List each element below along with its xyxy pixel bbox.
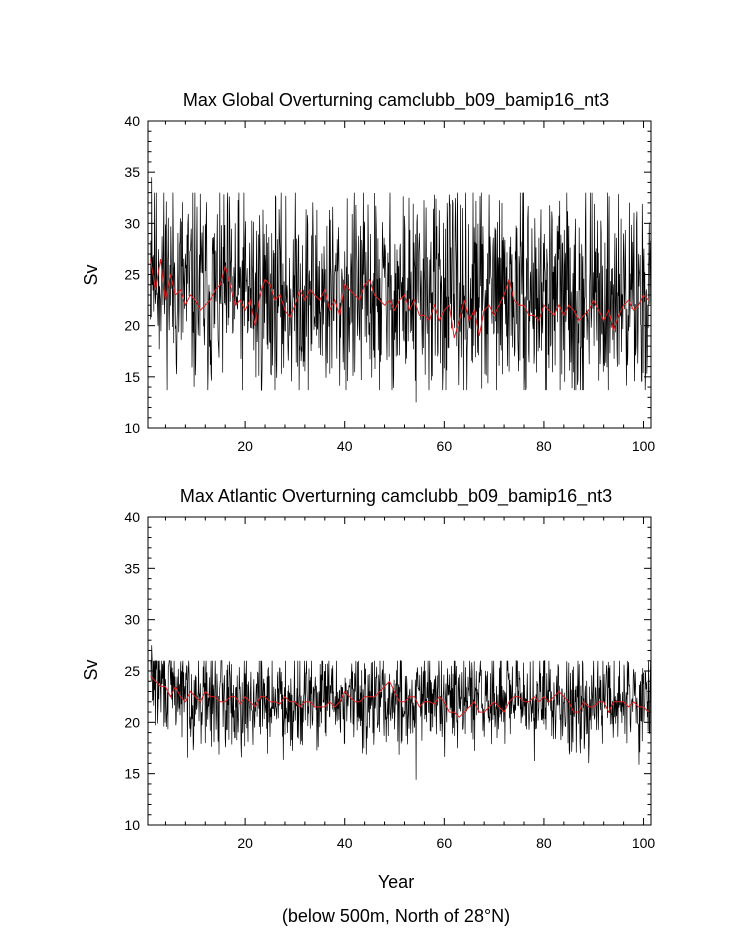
global-panel: Max Global Overturning camclubb_b09_bami… xyxy=(81,90,655,454)
y-tick-label: 35 xyxy=(124,560,140,576)
y-tick-label: 35 xyxy=(124,164,140,180)
atlantic-x-axis-label: Year xyxy=(378,872,414,892)
global-data-lines xyxy=(150,177,652,403)
y-tick-label: 15 xyxy=(124,766,140,782)
global-chart-title: Max Global Overturning camclubb_b09_bami… xyxy=(183,90,609,111)
monthly-series-line xyxy=(150,645,652,780)
x-tick-label: 100 xyxy=(632,438,656,454)
global-y-axis-label: Sv xyxy=(81,264,101,285)
annual-mean-series-line xyxy=(150,675,649,718)
atlantic-y-axis-label: Sv xyxy=(81,659,101,680)
atlantic-panel: Max Atlantic Overturning camclubb_b09_ba… xyxy=(81,486,655,892)
x-tick-label: 80 xyxy=(536,438,552,454)
y-tick-label: 10 xyxy=(124,817,140,833)
x-tick-label: 40 xyxy=(337,438,353,454)
global-plot-frame xyxy=(147,120,652,429)
atlantic-plot-frame xyxy=(147,516,652,826)
x-tick-label: 60 xyxy=(437,835,453,851)
x-tick-label: 60 xyxy=(437,438,453,454)
x-tick-label: 20 xyxy=(237,835,253,851)
y-tick-label: 25 xyxy=(124,267,140,283)
x-tick-label: 100 xyxy=(632,835,656,851)
footer-caption: (below 500m, North of 28°N) xyxy=(282,906,510,926)
y-tick-label: 20 xyxy=(124,318,140,334)
monthly-series-line xyxy=(150,177,652,403)
annual-mean-series-line xyxy=(150,259,649,339)
atlantic-data-lines xyxy=(150,645,652,780)
atlantic-ticks: 10 15 20 25 30 35 40 20 40 60 80 100 xyxy=(124,509,655,851)
atlantic-chart-title: Max Atlantic Overturning camclubb_b09_ba… xyxy=(180,486,612,507)
global-ticks: 10 15 20 25 30 35 40 20 40 60 80 100 xyxy=(124,113,655,454)
y-tick-label: 40 xyxy=(124,509,140,525)
y-tick-label: 15 xyxy=(124,369,140,385)
y-tick-label: 10 xyxy=(124,420,140,436)
y-tick-label: 25 xyxy=(124,663,140,679)
y-tick-label: 40 xyxy=(124,113,140,129)
x-tick-label: 80 xyxy=(536,835,552,851)
x-tick-label: 40 xyxy=(337,835,353,851)
x-tick-label: 20 xyxy=(237,438,253,454)
y-tick-label: 30 xyxy=(124,215,140,231)
y-tick-label: 30 xyxy=(124,612,140,628)
y-tick-label: 20 xyxy=(124,714,140,730)
